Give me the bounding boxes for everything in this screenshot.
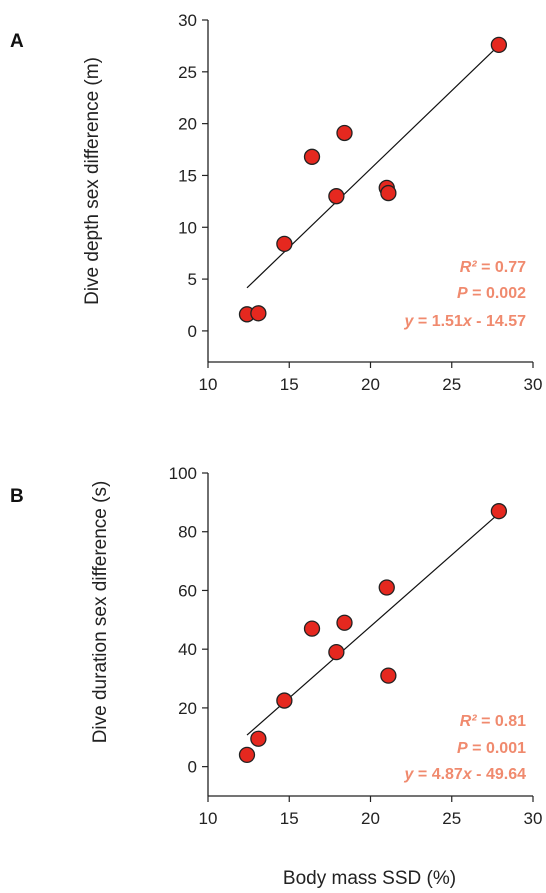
panel-b: B 0 20 40 60 80 100 10 15 20 25 30 Dive duration sex… [10,464,542,889]
x-tick-label: 20 [361,809,380,828]
data-point [378,579,395,596]
data-point [336,124,353,142]
x-tick-label: 25 [442,809,461,828]
data-point [250,305,267,322]
data-point [380,184,397,202]
y-tick-label: 80 [178,523,197,542]
x-tick-label: 30 [524,375,543,394]
x-tick-label: 15 [280,809,299,828]
y-tick-label: 20 [178,699,197,718]
y-tick-label: 0 [188,758,197,777]
y-tick-label: 5 [188,270,197,289]
stat-annotation: R² = 0.81 [460,713,526,730]
y-tick-label: 30 [178,11,197,30]
data-point [380,667,397,684]
stat-annotation: R² = 0.77 [460,259,526,276]
data-point [490,36,508,54]
y-tick-label: 40 [178,640,197,659]
data-point [276,235,293,253]
x-tick-label: 10 [199,809,218,828]
y-tick-label: 100 [169,464,197,483]
data-point [276,692,293,709]
stat-annotation: y = 1.51x - 14.57 [404,313,527,330]
panel-label: B [10,486,24,507]
x-tick-label: 15 [280,375,299,394]
data-point [250,730,267,747]
data-point [328,188,345,205]
panel-label: A [10,31,24,52]
y-tick-label: 0 [188,322,197,341]
panel-a: A 0 5 10 15 20 25 30 10 15 20 25 30 Dive depth sex di… [10,11,542,394]
data-point [328,643,345,661]
y-tick-label: 20 [178,115,197,134]
data-point [238,746,256,764]
stat-annotation: P = 0.002 [457,285,526,302]
stat-annotation: P = 0.001 [457,740,526,757]
y-axis-label: Dive duration sex difference (s) [90,481,111,744]
data-point [303,620,321,637]
y-tick-label: 15 [178,166,197,185]
data-point [303,148,321,165]
x-tick-label: 10 [199,375,218,394]
x-tick-label: 30 [524,809,543,828]
y-axis-label: Dive depth sex difference (m) [82,57,103,305]
stat-annotation: y = 4.87x - 49.64 [404,766,527,783]
x-tick-label: 25 [442,375,461,394]
y-tick-label: 10 [178,218,197,237]
x-tick-label: 20 [361,375,380,394]
y-tick-label: 25 [178,63,197,82]
data-point [336,614,353,631]
data-point [490,503,508,520]
y-tick-label: 60 [178,581,197,600]
x-axis-label: Body mass SSD (%) [283,868,456,889]
